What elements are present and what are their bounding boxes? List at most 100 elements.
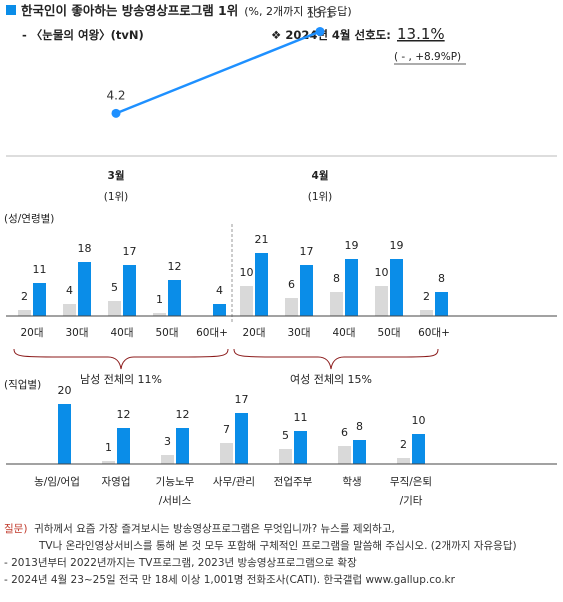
occupation-tick-label: 전업주부 bbox=[274, 475, 313, 488]
female-group-label: 여성 전체의 15% bbox=[290, 373, 372, 386]
reference-bar bbox=[279, 449, 292, 464]
age-tick-label: 60대+ bbox=[196, 327, 228, 339]
age-tick-label: 40대 bbox=[110, 327, 133, 339]
main-bar bbox=[300, 265, 313, 316]
occupation-tick-label: /서비스 bbox=[159, 495, 192, 507]
trend-line-chart: 4.2 3월 (1위) 13.1 4월 (1위) bbox=[104, 6, 334, 203]
reference-data-label: 6 bbox=[341, 426, 348, 439]
main-bar bbox=[294, 431, 307, 464]
reference-data-label: 4 bbox=[66, 284, 73, 297]
main-bar bbox=[58, 404, 71, 464]
main-data-label: 12 bbox=[176, 408, 190, 421]
occupation-tick-label: 농/임/어업 bbox=[34, 475, 80, 488]
male-group-bracket bbox=[13, 348, 229, 370]
female-group-bracket bbox=[233, 348, 439, 370]
main-data-label: 12 bbox=[117, 408, 131, 421]
program-name: - 〈눈물의 여왕〉(tvN) bbox=[22, 28, 144, 42]
reference-data-label: 5 bbox=[111, 281, 118, 294]
main-data-label: 20 bbox=[58, 384, 72, 397]
gender-age-section-label: (성/연령별) bbox=[4, 213, 54, 225]
survey-note-1: - 2013년부터 2022년까지는 TV프로그램, 2023년 방송영상프로그… bbox=[4, 557, 357, 569]
occupation-tick-label: 사무/관리 bbox=[213, 476, 255, 488]
preference-change: ( - , +8.9%P) bbox=[394, 51, 461, 63]
reference-bar bbox=[285, 298, 298, 316]
main-data-label: 17 bbox=[123, 245, 137, 258]
trend-point bbox=[315, 26, 325, 36]
reference-data-label: 10 bbox=[240, 266, 254, 279]
reference-data-label: 2 bbox=[423, 290, 430, 303]
reference-bar bbox=[18, 310, 31, 316]
occupation-tick-label: 자영업 bbox=[102, 475, 131, 488]
survey-note-2: - 2024년 4월 23~25일 전국 만 18세 이상 1,001명 전화조… bbox=[4, 574, 455, 586]
main-bar bbox=[33, 283, 46, 316]
reference-bar bbox=[220, 443, 233, 464]
main-bar bbox=[78, 262, 91, 316]
gender-age-bar-chart: 2 11 20대 4 18 30대 5 17 40대 1 12 50대 4 60대+ 10 21 20대 6 17 3… bbox=[18, 233, 450, 339]
trend-x-label: 3월 bbox=[108, 169, 125, 182]
trend-x-sublabel: (1위) bbox=[308, 190, 333, 203]
main-data-label: 21 bbox=[255, 233, 269, 246]
main-bar bbox=[168, 280, 181, 316]
main-bar bbox=[235, 413, 248, 464]
age-tick-label: 50대 bbox=[377, 327, 400, 339]
main-data-label: 8 bbox=[438, 272, 445, 285]
occupation-tick-label: 무직/은퇴 bbox=[390, 476, 432, 488]
main-data-label: 17 bbox=[300, 245, 314, 258]
trend-point bbox=[111, 108, 121, 118]
reference-data-label: 10 bbox=[375, 266, 389, 279]
age-tick-label: 20대 bbox=[242, 327, 265, 339]
reference-data-label: 1 bbox=[105, 441, 112, 454]
main-bar bbox=[123, 265, 136, 316]
occupation-bar-chart: 20 농/임/어업 1 12 자영업 3 12 기능노무/서비스 7 17 사무/관리 5 11 전업주부… bbox=[34, 384, 432, 507]
reference-bar bbox=[108, 301, 121, 316]
question-line-1: 질문) 귀하께서 요즘 가장 즐겨보시는 방송영상프로그램은 무엇입니까? 뉴스… bbox=[4, 521, 560, 538]
age-tick-label: 20대 bbox=[20, 327, 43, 339]
reference-bar bbox=[375, 286, 388, 316]
age-tick-label: 50대 bbox=[155, 327, 178, 339]
page-title: 한국인이 좋아하는 방송영상프로그램 1위 (%, 2개까지 자유응답) bbox=[21, 3, 352, 18]
main-bar bbox=[353, 440, 366, 464]
main-data-label: 17 bbox=[235, 393, 249, 406]
main-bar bbox=[345, 259, 358, 316]
main-bar bbox=[255, 253, 268, 316]
reference-data-label: 2 bbox=[21, 290, 28, 303]
main-data-label: 10 bbox=[412, 414, 426, 427]
occupation-section-label: (직업별) bbox=[4, 378, 41, 391]
trend-data-label: 13.1 bbox=[307, 6, 334, 20]
trend-line bbox=[115, 30, 321, 115]
reference-bar bbox=[240, 286, 253, 316]
main-bar bbox=[412, 434, 425, 464]
main-data-label: 19 bbox=[390, 239, 404, 252]
reference-bar bbox=[330, 292, 343, 316]
main-bar bbox=[213, 304, 226, 316]
main-data-label: 8 bbox=[356, 420, 363, 433]
main-bar bbox=[390, 259, 403, 316]
title-note: (%, 2개까지 자유응답) bbox=[244, 5, 351, 18]
reference-bar bbox=[397, 458, 410, 464]
question-text-1: 귀하께서 요즘 가장 즐겨보시는 방송영상프로그램은 무엇입니까? 뉴스를 제외… bbox=[34, 523, 395, 535]
reference-bar bbox=[338, 446, 351, 464]
main-bar bbox=[176, 428, 189, 464]
reference-data-label: 2 bbox=[400, 438, 407, 451]
main-bar bbox=[435, 292, 448, 316]
age-tick-label: 30대 bbox=[287, 327, 310, 339]
reference-data-label: 6 bbox=[288, 278, 295, 291]
reference-data-label: 1 bbox=[156, 293, 163, 306]
reference-bar bbox=[420, 310, 433, 316]
title-marker-icon bbox=[6, 5, 16, 15]
question-tag: 질문) bbox=[4, 523, 28, 535]
preference-label: ❖ 2024년 4월 선호도: bbox=[271, 28, 391, 42]
age-tick-label: 40대 bbox=[332, 327, 355, 339]
reference-data-label: 3 bbox=[164, 435, 171, 448]
age-tick-label: 30대 bbox=[65, 327, 88, 339]
main-data-label: 12 bbox=[168, 260, 182, 273]
main-data-label: 11 bbox=[33, 263, 47, 276]
question-line-2: TV나 온라인영상서비스를 통해 본 것 모두 포함해 구체적인 프로그램을 말… bbox=[39, 540, 517, 552]
occupation-tick-label: 학생 bbox=[342, 476, 361, 488]
reference-data-label: 5 bbox=[282, 429, 289, 442]
reference-bar bbox=[153, 313, 166, 316]
male-group-label: 남성 전체의 11% bbox=[80, 373, 162, 386]
trend-x-sublabel: (1위) bbox=[104, 190, 129, 203]
reference-bar bbox=[102, 461, 115, 464]
